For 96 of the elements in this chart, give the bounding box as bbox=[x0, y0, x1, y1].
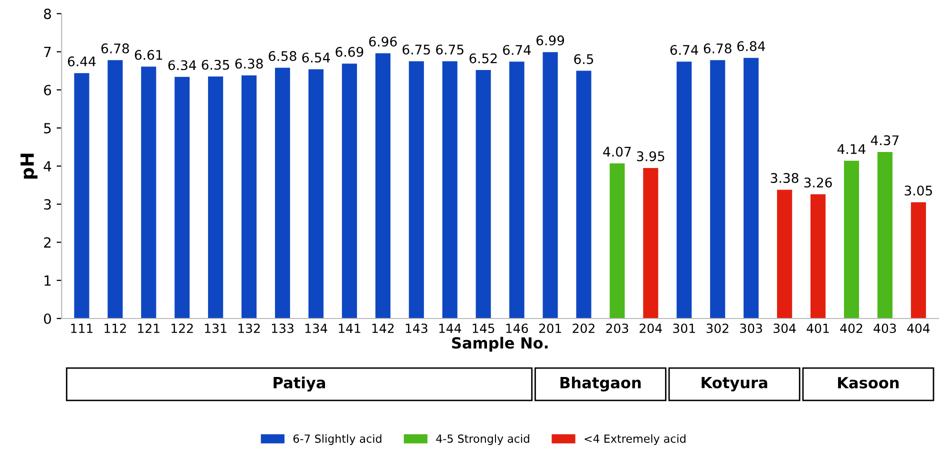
data-label: 6.75 bbox=[402, 44, 430, 55]
bar bbox=[676, 62, 692, 318]
bar bbox=[877, 152, 892, 318]
x-tick-label: 122 bbox=[172, 324, 193, 333]
bar bbox=[74, 73, 90, 318]
y-tick-label: 0 bbox=[44, 313, 51, 324]
x-tick-label: 303 bbox=[740, 324, 762, 334]
y-tick-label: 4 bbox=[44, 161, 52, 172]
bar bbox=[208, 76, 224, 318]
y-tick-label: 6 bbox=[44, 84, 52, 96]
data-label: 3.26 bbox=[804, 178, 832, 188]
bar bbox=[576, 70, 592, 318]
y-tick-label: 5 bbox=[44, 123, 51, 134]
text: Kotyura bbox=[702, 377, 768, 392]
y-axis-title: pH bbox=[20, 154, 38, 179]
bar bbox=[308, 69, 324, 318]
bar bbox=[844, 160, 860, 318]
x-tick-label: 143 bbox=[406, 324, 428, 334]
data-label: 6.52 bbox=[470, 53, 497, 64]
data-label: 6.54 bbox=[302, 52, 330, 63]
bar bbox=[174, 76, 190, 318]
data-label: 6.78 bbox=[101, 43, 129, 54]
x-tick-label: 146 bbox=[506, 324, 528, 334]
data-label: 6.34 bbox=[168, 60, 196, 70]
y-tick-label: 8 bbox=[44, 8, 51, 20]
data-label: 6.84 bbox=[737, 41, 766, 52]
x-tick-label: 401 bbox=[806, 324, 829, 334]
y-tick-label: 7 bbox=[44, 46, 51, 58]
bar bbox=[777, 190, 792, 318]
data-label: 6.44 bbox=[68, 56, 96, 66]
bar bbox=[375, 53, 390, 318]
text: Bhatgaon bbox=[560, 376, 641, 392]
x-tick-label: 403 bbox=[874, 324, 896, 334]
bar bbox=[342, 64, 357, 318]
bar bbox=[108, 60, 123, 318]
bar bbox=[242, 75, 257, 318]
data-label: 6.78 bbox=[704, 43, 732, 54]
legend-label: 4-5 Strongly acid bbox=[436, 434, 530, 445]
x-tick-label: 132 bbox=[238, 324, 260, 334]
data-label: 6.74 bbox=[503, 44, 531, 55]
bar bbox=[509, 62, 524, 318]
x-tick-label: 131 bbox=[205, 324, 226, 334]
data-label: 6.5 bbox=[574, 54, 594, 64]
data-label: 6.96 bbox=[369, 36, 397, 47]
data-label: 6.99 bbox=[536, 35, 564, 46]
y-tick-label: 3 bbox=[44, 199, 51, 210]
data-label: 6.38 bbox=[235, 58, 263, 69]
data-label: 6.75 bbox=[436, 44, 464, 55]
data-label: 3.95 bbox=[637, 151, 664, 162]
x-tick-label: 112 bbox=[104, 324, 126, 333]
data-label: 4.14 bbox=[837, 144, 866, 154]
x-tick-label: 202 bbox=[572, 324, 594, 334]
bar bbox=[408, 61, 424, 318]
bar bbox=[476, 70, 491, 318]
data-label: 4.37 bbox=[870, 135, 899, 146]
x-tick-label: 121 bbox=[138, 324, 160, 333]
x-tick-label: 142 bbox=[372, 324, 394, 333]
x-tick-label: 404 bbox=[907, 324, 930, 334]
legend-label: 6-7 Slightly acid bbox=[293, 434, 382, 445]
bar bbox=[643, 168, 658, 318]
x-tick-label: 145 bbox=[472, 324, 494, 334]
x-tick-label: 133 bbox=[272, 324, 294, 334]
data-label: 6.74 bbox=[670, 44, 698, 55]
x-tick-label: 304 bbox=[774, 324, 796, 334]
x-tick-label: 141 bbox=[338, 324, 360, 333]
x-tick-label: 402 bbox=[840, 324, 862, 334]
text: Patiya bbox=[274, 376, 326, 392]
y-tick-label: 2 bbox=[44, 237, 51, 248]
x-tick-label: 203 bbox=[606, 324, 628, 334]
bar bbox=[910, 202, 926, 318]
data-label: 6.61 bbox=[134, 50, 162, 60]
x-tick-label: 201 bbox=[539, 324, 562, 334]
bar bbox=[610, 163, 625, 318]
x-axis-title: Sample No. bbox=[452, 336, 548, 352]
x-tick-label: 144 bbox=[439, 324, 462, 333]
bar bbox=[710, 60, 726, 318]
data-label: 6.35 bbox=[202, 60, 230, 70]
x-tick-label: 302 bbox=[706, 324, 728, 334]
data-label: 3.05 bbox=[904, 186, 932, 196]
bar bbox=[810, 194, 826, 318]
bar bbox=[744, 58, 759, 318]
y-tick-label: 1 bbox=[44, 276, 51, 286]
data-label: 4.07 bbox=[603, 146, 631, 157]
bar bbox=[141, 66, 156, 318]
x-tick-label: 134 bbox=[305, 324, 328, 334]
bar bbox=[542, 52, 558, 318]
x-tick-label: 301 bbox=[673, 324, 695, 334]
legend-label: <4 Extremely acid bbox=[584, 434, 686, 445]
x-tick-label: 111 bbox=[71, 324, 92, 333]
data-label: 3.38 bbox=[770, 172, 798, 183]
x-tick-label: 204 bbox=[640, 324, 662, 334]
bar bbox=[274, 68, 290, 318]
data-label: 6.69 bbox=[336, 46, 364, 57]
data-label: 6.58 bbox=[268, 51, 296, 62]
text: Kasoon bbox=[838, 377, 899, 388]
bar bbox=[442, 61, 458, 318]
